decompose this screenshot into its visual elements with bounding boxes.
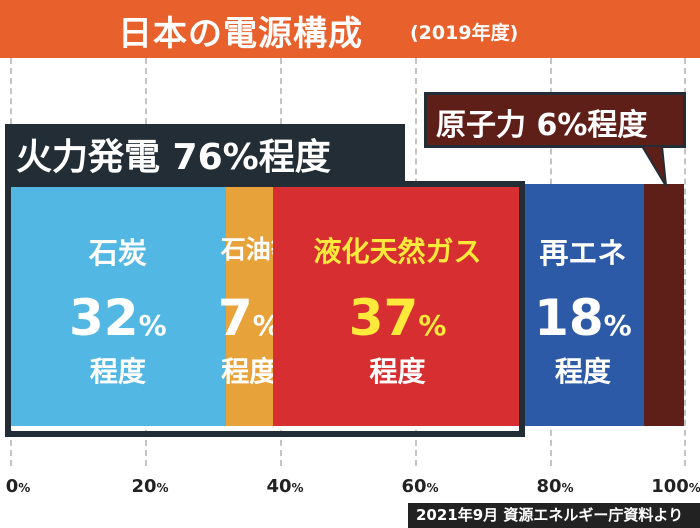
segment-value-percent-sign: % <box>418 309 447 342</box>
x-tick-label: 80% <box>536 476 574 497</box>
bar-segment: 石炭 32% 程度 <box>10 184 226 426</box>
segment-value-label: 37% <box>273 292 522 352</box>
segment-name-label: 石炭 <box>88 236 147 270</box>
segment-name-label: 液化天然ガス <box>313 235 482 268</box>
segment-value-percent-sign: % <box>603 309 632 342</box>
nuclear-callout-pointer <box>640 146 667 187</box>
segment-name-label: 再エネ <box>539 236 627 270</box>
segment-value-number: 18 <box>534 289 604 347</box>
chart-title: 日本の電源構成 <box>118 14 363 54</box>
nuclear-callout <box>424 92 686 148</box>
x-tick-label: 20% <box>131 476 169 497</box>
thermal-header <box>5 124 405 184</box>
bar-segment: 石油等 7% 程度 <box>218 184 296 426</box>
segment-about-label: 程度 <box>369 355 426 388</box>
segment-value-number: 37 <box>348 289 419 347</box>
x-tick-label: 40% <box>266 476 304 497</box>
segment-value-label: 18% <box>522 292 643 352</box>
segment-value-number: 7 <box>217 289 253 347</box>
thermal-group-label: 火力発電 76%程度 <box>16 137 331 178</box>
title-bar: 日本の電源構成 (2019年度) <box>0 0 700 58</box>
bar-segment <box>643 184 684 426</box>
segment-about-label: 程度 <box>89 355 146 388</box>
grid-line <box>684 58 686 466</box>
source-caption: 2021年9月 資源エネルギー庁資料より <box>408 503 700 528</box>
segment-value-number: 32 <box>69 289 139 347</box>
nuclear-group-label: 原子力 6%程度 <box>436 108 648 143</box>
x-tick-label: 100% <box>651 476 700 497</box>
bar-segment: 液化天然ガス 37% 程度 <box>272 184 523 426</box>
bar-segment: 再エネ 18% 程度 <box>522 184 644 426</box>
segment-value-percent-sign: % <box>138 309 167 342</box>
segment-about-label: 程度 <box>554 355 611 388</box>
segment-about-label: 程度 <box>221 355 278 388</box>
x-tick-label: 0% <box>5 476 31 497</box>
segment-value-label: 32% <box>10 292 226 352</box>
x-tick-label: 60% <box>401 476 439 497</box>
chart-subtitle: (2019年度) <box>410 22 519 44</box>
